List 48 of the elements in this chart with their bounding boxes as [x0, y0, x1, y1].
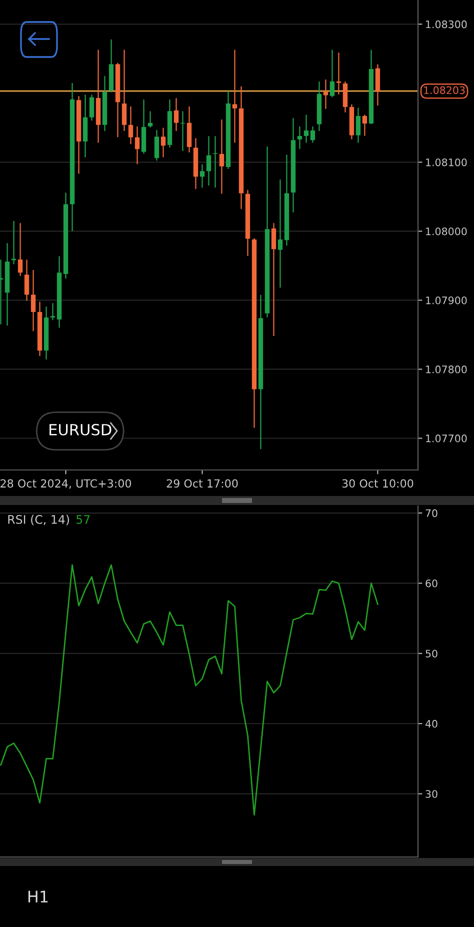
y-tick-label: 50	[426, 650, 438, 658]
candlestick	[304, 114, 309, 143]
candlestick	[342, 82, 348, 112]
candlestick	[89, 94, 94, 121]
candlestick	[362, 114, 368, 136]
candlestick	[24, 260, 30, 301]
y-tick-label: 60	[426, 579, 438, 588]
candlestick	[200, 164, 205, 188]
x-tick-label: 28 Oct 2024, UTC+3:00	[0, 479, 132, 489]
y-tick-label: 1.08300	[426, 20, 467, 28]
ref-line-label: 1.08203	[424, 86, 465, 94]
candlestick	[232, 50, 238, 143]
candlestick	[154, 130, 160, 161]
candlestick	[30, 270, 36, 332]
candlestick	[278, 180, 283, 288]
candlestick	[297, 126, 302, 149]
candlestick	[134, 126, 140, 164]
candlestick	[356, 108, 361, 143]
candlestick	[128, 106, 134, 144]
annotation: 57	[76, 515, 90, 524]
y-tick-label: 1.07800	[426, 366, 467, 374]
candlestick	[206, 136, 212, 186]
candlestick	[375, 64, 380, 106]
candlestick	[122, 50, 127, 131]
candlestick	[50, 303, 56, 320]
text: RSI (C, 14)	[8, 514, 70, 526]
candlestick	[336, 52, 342, 94]
candlestick	[219, 120, 224, 194]
candlestick	[212, 136, 218, 188]
x-tick-label: 29 Oct 17:00	[166, 479, 238, 488]
y-tick-label: 40	[425, 720, 438, 728]
text: H1	[28, 890, 48, 902]
candlestick	[174, 98, 179, 131]
text: EURUSD	[50, 424, 112, 436]
y-tick-label: 1.07900	[426, 296, 467, 304]
candlestick	[160, 128, 166, 158]
y-tick-label: 70	[426, 509, 438, 518]
x-tick-label: 30 Oct 10:00	[342, 479, 414, 488]
y-tick-label: 1.08000	[426, 227, 467, 236]
candlestick	[271, 223, 276, 336]
y-tick-label: 1.08100	[426, 158, 467, 166]
y-tick-label: 30	[426, 790, 438, 798]
candlestick	[148, 111, 153, 128]
candlestick	[310, 126, 316, 143]
candlestick	[18, 223, 23, 276]
line-series	[0, 564, 378, 816]
candlestick	[330, 50, 335, 98]
y-tick-label: 1.07700	[426, 434, 467, 442]
